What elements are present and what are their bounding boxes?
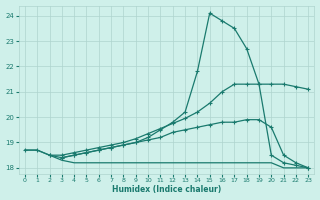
X-axis label: Humidex (Indice chaleur): Humidex (Indice chaleur)	[112, 185, 221, 194]
